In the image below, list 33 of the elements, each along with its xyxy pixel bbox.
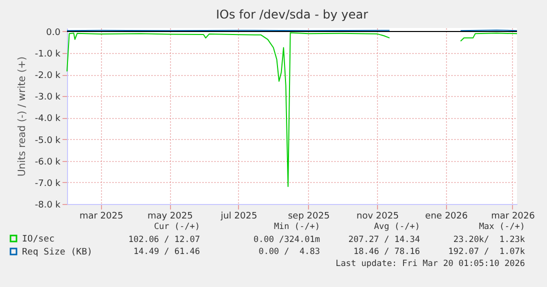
text: 18.46 / 78.16	[353, 247, 420, 257]
x-tick-label: jul 2025	[220, 212, 258, 222]
x-tick-label: mar 2026	[491, 212, 536, 222]
y-tick-label: -4.0 k	[34, 114, 62, 124]
text: Max (-/+)	[478, 222, 525, 232]
text: 102.06 / 12.07	[128, 234, 200, 244]
y-tick-label: -2.0 k	[34, 71, 62, 82]
legend-label: Req Size (KB)	[22, 248, 92, 258]
y-tick-label: -1.0 k	[34, 50, 62, 60]
x-tick-label: may 2025	[147, 212, 193, 222]
x-tick-label: sep 2025	[288, 212, 330, 222]
text: 0.00 /324.01m	[253, 234, 320, 244]
y-axis-title: Units read (-) / write (+)	[16, 56, 28, 177]
text: 23.20k/ 1.23k	[453, 234, 525, 244]
legend-label: IO/sec	[22, 234, 55, 244]
x-tick-label: mar 2025	[79, 212, 124, 222]
x-tick-label: ene 2026	[425, 212, 468, 222]
x-tick-label: nov 2025	[356, 212, 399, 222]
text: 0.00 / 4.83	[258, 247, 320, 257]
text: Cur (-/+)	[154, 222, 200, 232]
y-tick-label: -8.0 k	[34, 200, 62, 210]
text: Last update: Fri Mar 20 01:05:10 2026	[336, 259, 525, 269]
text: Min (-/+)	[274, 222, 320, 232]
y-tick-label: -7.0 k	[34, 178, 62, 189]
y-tick-label: -6.0 k	[34, 157, 62, 168]
text: 207.27 / 14.34	[348, 234, 420, 244]
y-tick-label: -5.0 k	[34, 136, 62, 146]
y-tick-label: -3.0 k	[34, 92, 62, 103]
chart-title: IOs for /dev/sda - by year	[216, 7, 368, 22]
y-tick-label: 0.0	[46, 28, 61, 38]
text: 192.07 / 1.07k	[448, 247, 525, 257]
text: Avg (-/+)	[374, 222, 420, 232]
text: 14.49 / 61.46	[133, 247, 200, 257]
